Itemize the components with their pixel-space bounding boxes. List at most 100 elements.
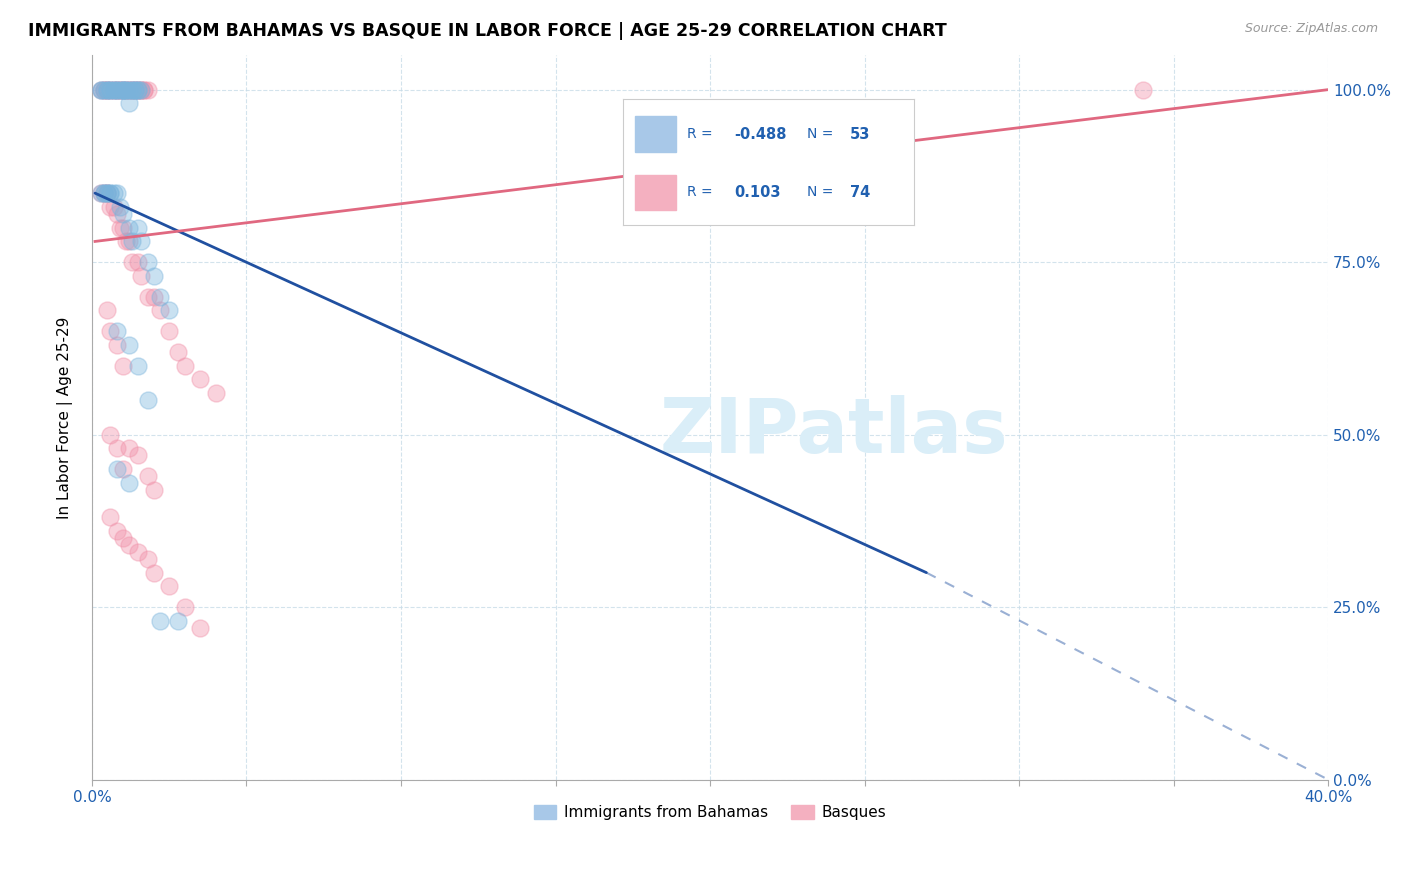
Point	[96, 82, 118, 96]
Point	[127, 359, 149, 373]
Point	[105, 442, 128, 456]
Point	[127, 545, 149, 559]
Point	[157, 579, 180, 593]
Point	[134, 82, 156, 96]
Point	[103, 82, 125, 96]
Point	[131, 82, 153, 96]
Point	[90, 82, 112, 96]
Point	[103, 82, 125, 96]
Point	[111, 462, 134, 476]
Point	[142, 566, 165, 580]
Point	[90, 82, 112, 96]
Point	[127, 82, 149, 96]
Point	[124, 82, 146, 96]
Point	[93, 82, 115, 96]
Point	[149, 303, 172, 318]
Point	[142, 290, 165, 304]
Point	[131, 82, 153, 96]
Text: ZIPatlas: ZIPatlas	[659, 395, 1008, 469]
Point	[100, 200, 122, 214]
Point	[118, 82, 141, 96]
Point	[121, 82, 143, 96]
Point	[118, 338, 141, 352]
Point	[108, 82, 131, 96]
Point	[131, 268, 153, 283]
Point	[93, 186, 115, 201]
Point	[188, 621, 211, 635]
Point	[90, 186, 112, 201]
Point	[103, 82, 125, 96]
Point	[100, 82, 122, 96]
Legend: Immigrants from Bahamas, Basques: Immigrants from Bahamas, Basques	[527, 799, 893, 826]
Point	[121, 82, 143, 96]
Point	[111, 82, 134, 96]
Point	[111, 220, 134, 235]
Point	[108, 200, 131, 214]
Point	[142, 268, 165, 283]
Point	[124, 82, 146, 96]
Point	[111, 207, 134, 221]
Point	[105, 524, 128, 539]
Point	[96, 82, 118, 96]
Point	[157, 303, 180, 318]
Point	[118, 235, 141, 249]
Point	[111, 82, 134, 96]
Point	[96, 186, 118, 201]
Point	[136, 82, 159, 96]
Point	[111, 359, 134, 373]
Point	[93, 186, 115, 201]
Point	[142, 483, 165, 497]
Point	[136, 255, 159, 269]
Point	[115, 82, 138, 96]
Point	[105, 82, 128, 96]
Point	[121, 82, 143, 96]
Point	[115, 82, 138, 96]
Point	[1132, 82, 1154, 96]
Point	[127, 448, 149, 462]
Point	[108, 82, 131, 96]
Point	[90, 82, 112, 96]
Point	[103, 200, 125, 214]
Point	[100, 324, 122, 338]
Point	[136, 469, 159, 483]
Point	[96, 82, 118, 96]
Point	[105, 82, 128, 96]
Point	[118, 220, 141, 235]
Point	[136, 551, 159, 566]
Point	[127, 82, 149, 96]
Point	[204, 386, 226, 401]
Point	[105, 207, 128, 221]
Point	[105, 82, 128, 96]
Point	[121, 255, 143, 269]
Point	[131, 235, 153, 249]
Point	[105, 338, 128, 352]
Point	[157, 324, 180, 338]
Point	[100, 510, 122, 524]
Point	[108, 220, 131, 235]
Point	[90, 186, 112, 201]
Point	[127, 220, 149, 235]
Point	[115, 235, 138, 249]
Point	[96, 186, 118, 201]
Point	[103, 186, 125, 201]
Point	[93, 186, 115, 201]
Point	[149, 614, 172, 628]
Point	[124, 82, 146, 96]
Point	[100, 186, 122, 201]
Point	[115, 82, 138, 96]
Point	[111, 531, 134, 545]
Point	[100, 82, 122, 96]
Point	[100, 186, 122, 201]
Point	[111, 82, 134, 96]
Point	[111, 82, 134, 96]
Point	[149, 290, 172, 304]
Point	[115, 82, 138, 96]
Point	[134, 82, 156, 96]
Point	[100, 82, 122, 96]
Point	[118, 475, 141, 490]
Point	[118, 82, 141, 96]
Point	[167, 614, 190, 628]
Point	[121, 82, 143, 96]
Point	[93, 82, 115, 96]
Text: Source: ZipAtlas.com: Source: ZipAtlas.com	[1244, 22, 1378, 36]
